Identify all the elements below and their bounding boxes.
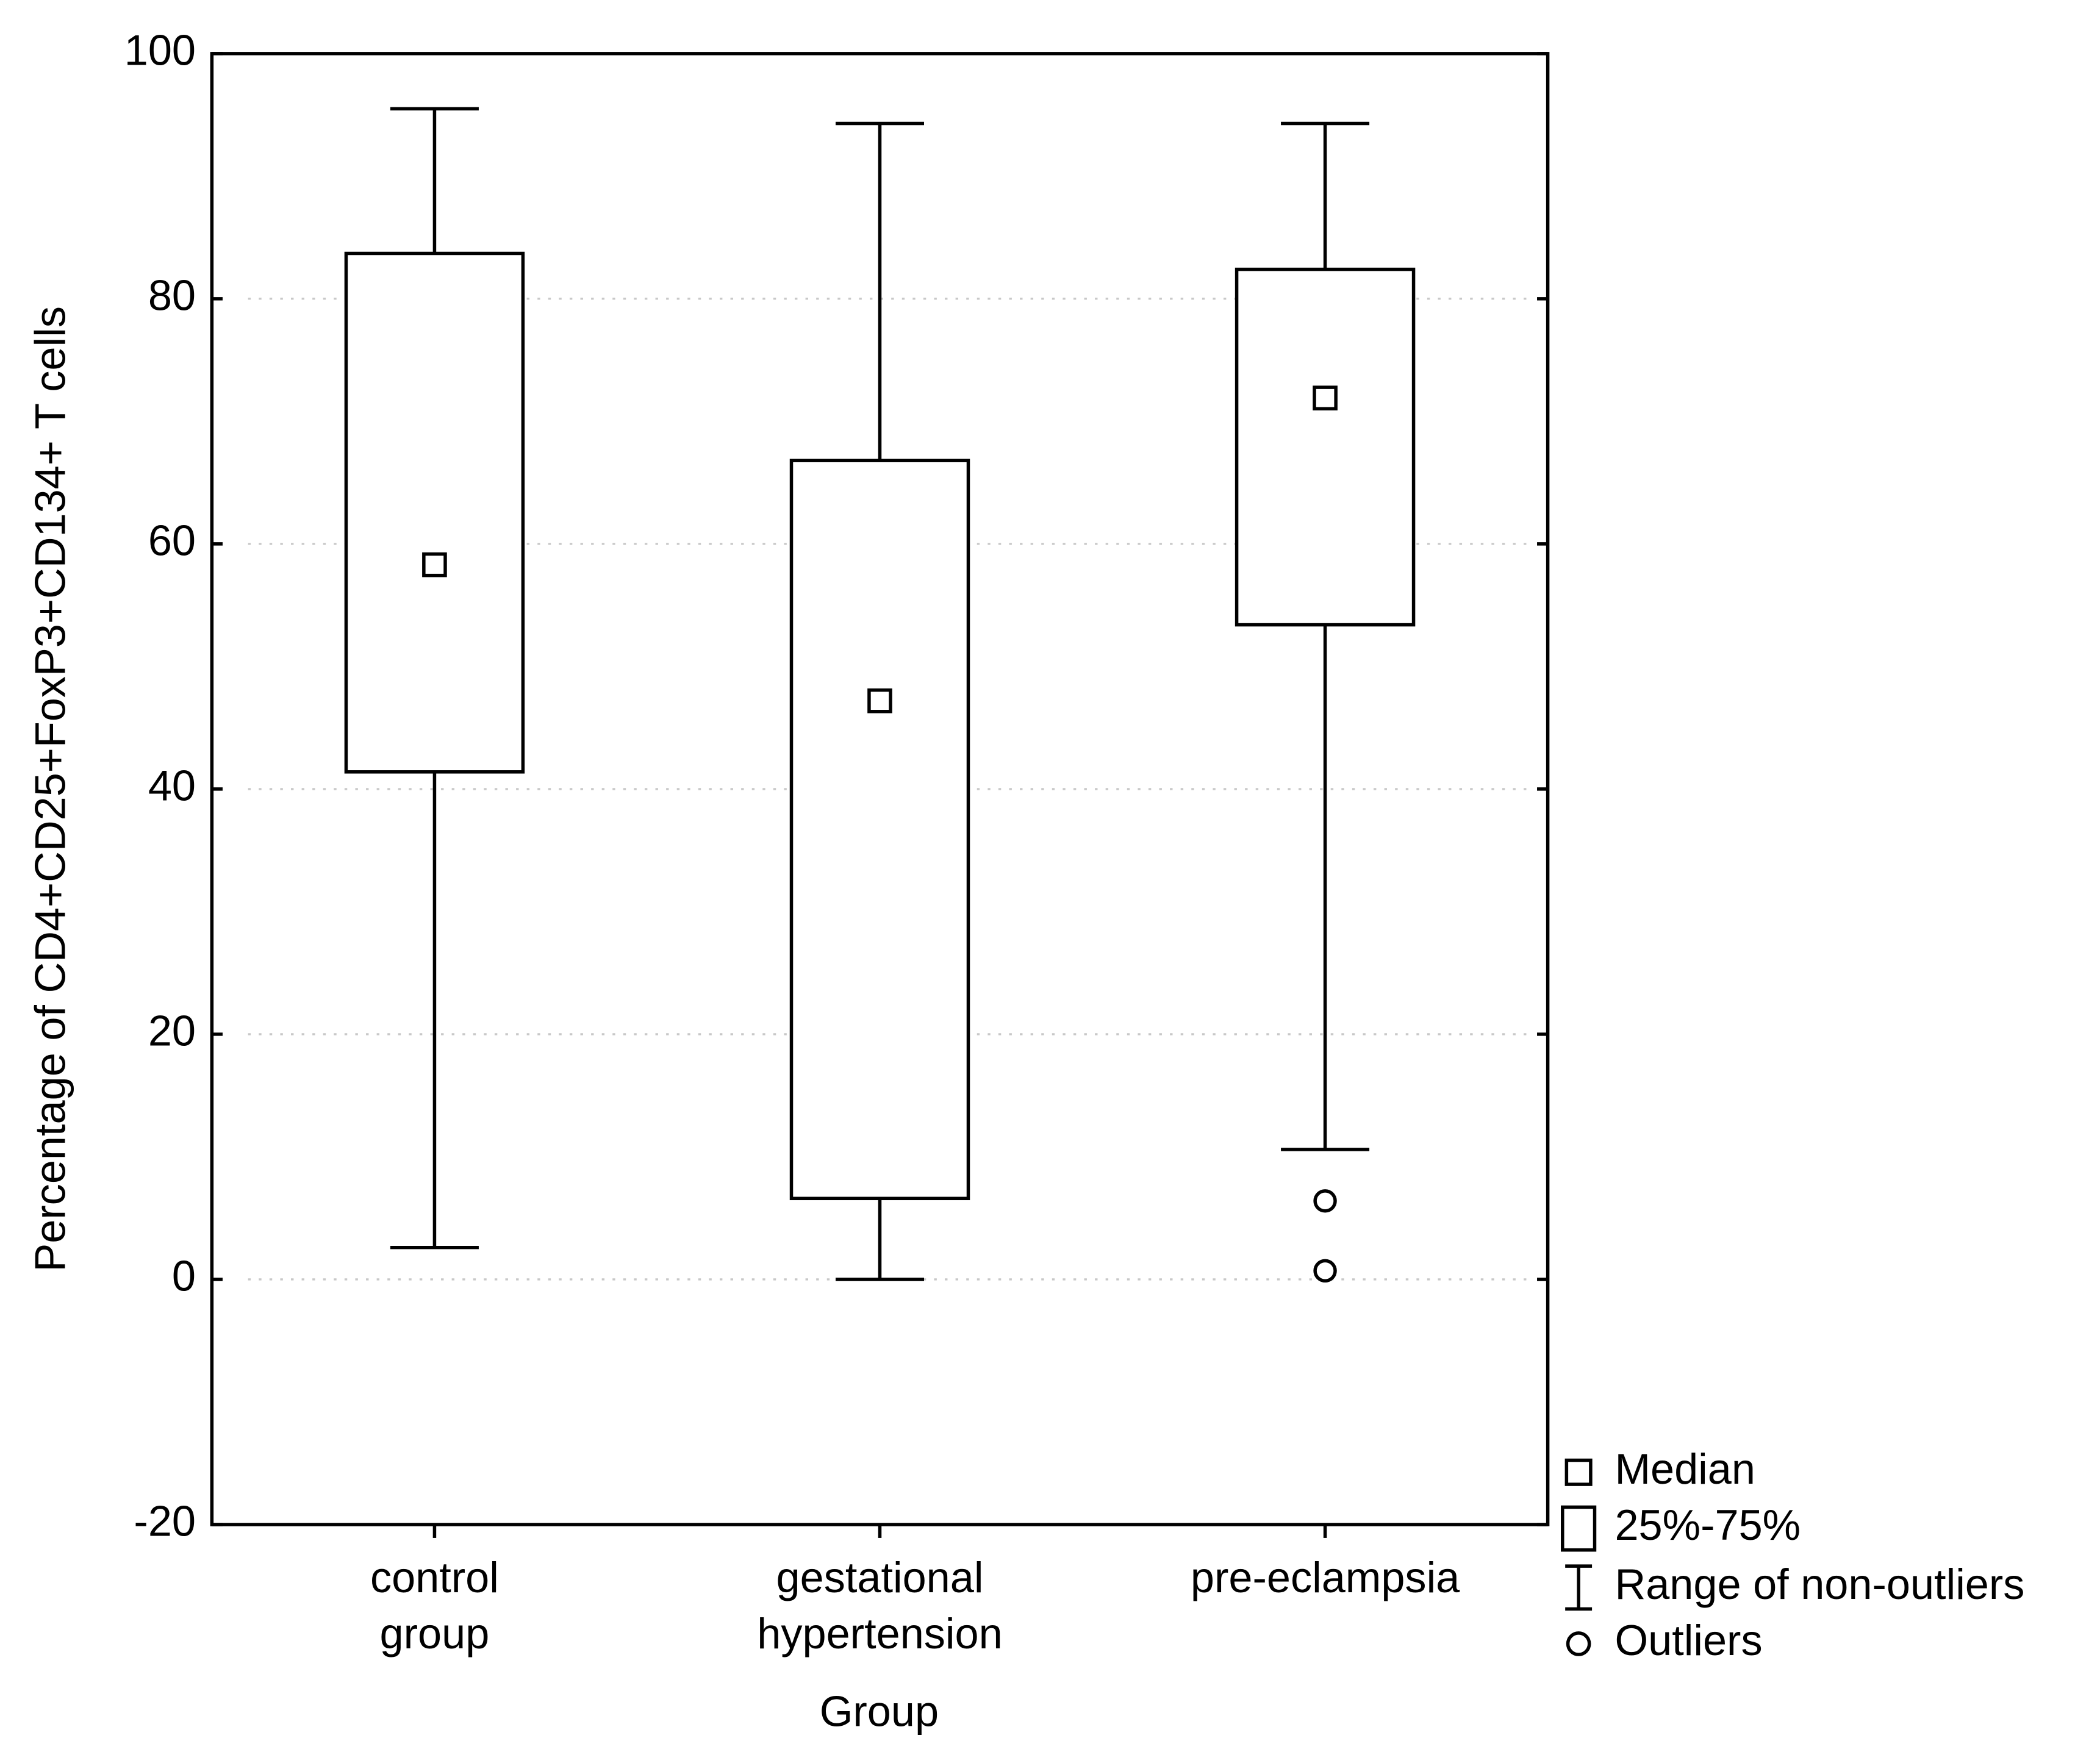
legend-label: Outliers — [1614, 1616, 1762, 1664]
x-axis-label: Group — [820, 1687, 939, 1735]
y-axis-label: Percentage of CD4+CD25+FoxP3+CD134+ T ce… — [26, 306, 74, 1272]
box — [789, 459, 970, 1201]
legend-label: Median — [1614, 1445, 1755, 1493]
median-marker — [422, 552, 447, 578]
y-tick-label: -20 — [134, 1497, 196, 1545]
y-tick-label: 60 — [148, 516, 196, 564]
y-tick-label: 0 — [172, 1252, 196, 1300]
legend-label: Range of non-outliers — [1614, 1560, 2024, 1608]
x-tick-label: gestational — [776, 1553, 984, 1601]
x-tick-label: pre-eclampsia — [1191, 1553, 1460, 1601]
legend-symbol — [1564, 1458, 1593, 1486]
y-tick-label: 20 — [148, 1006, 196, 1054]
box — [344, 251, 525, 774]
median-marker — [867, 688, 892, 713]
box — [1235, 267, 1416, 627]
x-tick-label: control — [370, 1553, 499, 1601]
median-marker — [1313, 385, 1338, 411]
legend-symbol — [1561, 1505, 1597, 1552]
x-tick-label: hypertension — [757, 1609, 1002, 1658]
y-tick-label: 100 — [124, 26, 196, 74]
legend-label: 25%-75% — [1614, 1501, 1801, 1549]
x-tick-label: group — [380, 1609, 490, 1658]
legend-symbol — [1566, 1631, 1591, 1656]
outlier — [1313, 1259, 1337, 1283]
y-tick-label: 80 — [148, 271, 196, 319]
y-tick-label: 40 — [148, 761, 196, 809]
outlier — [1313, 1189, 1337, 1213]
